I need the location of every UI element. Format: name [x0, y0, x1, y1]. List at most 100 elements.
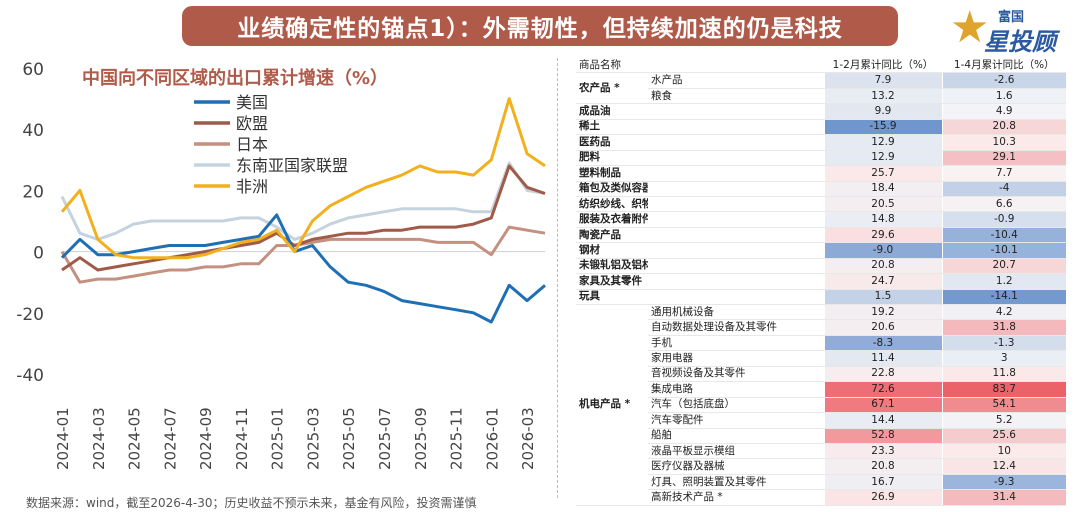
value-jan-feb: 9.9	[823, 103, 942, 120]
category-cell: 玩具	[576, 289, 648, 306]
value-jan-feb: 23.3	[823, 443, 942, 460]
table-row: 玩具 1.5 -14.1	[576, 289, 1066, 306]
subcategory-cell: 集成电路	[648, 381, 824, 398]
divider	[557, 58, 558, 498]
value-jan-apr: 1.6	[941, 88, 1066, 105]
value-jan-apr: 7.7	[941, 165, 1066, 182]
table-row: 医疗仪器及器械 20.8 12.4	[576, 458, 1066, 475]
category-cell: 箱包及类似容器	[576, 181, 648, 197]
table-row: 纺织纱线、织物及其制品 20.56.6	[576, 196, 1066, 213]
subcategory-cell: 船舶	[648, 428, 824, 444]
value-jan-feb: 20.6	[823, 319, 942, 336]
x-tick-label: 2024-09	[197, 407, 215, 470]
table-row: 灯具、照明装置及其零件 16.7 -9.3	[576, 474, 1066, 491]
value-jan-apr: 12.4	[941, 458, 1066, 475]
category-cell: 家具及其零件	[576, 273, 648, 290]
y-tick-label: -40	[16, 366, 44, 386]
value-jan-feb: 12.9	[823, 134, 942, 151]
page-title: 业绩确定性的锚点1）：外需韧性，但持续加速的仍是科技	[182, 6, 898, 46]
subcategory-cell: 汽车零配件	[648, 412, 824, 429]
value-jan-feb: 20.5	[823, 196, 942, 213]
series-line-5	[60, 97, 546, 260]
value-jan-apr: 6.6	[941, 196, 1066, 213]
series-lines	[60, 97, 546, 324]
category-cell: 成品油	[576, 103, 648, 120]
value-jan-feb: 13.2	[823, 88, 942, 105]
value-jan-apr: -0.9	[941, 211, 1066, 228]
value-jan-feb: 22.8	[823, 366, 942, 383]
subcategory-cell	[648, 181, 824, 197]
value-jan-apr: 10.3	[941, 134, 1066, 151]
legend-label: 美国	[236, 93, 268, 112]
y-tick-label: 40	[22, 121, 44, 141]
value-jan-feb: 20.8	[823, 458, 942, 475]
y-tick-label: 60	[22, 60, 44, 80]
table-row: 塑料制品 25.7 7.7	[576, 165, 1066, 182]
table-row: 船舶 52.8 25.6	[576, 428, 1066, 444]
category-cell: 机电产品 *	[576, 304, 648, 506]
table-row: 集成电路 72.6 83.7	[576, 381, 1066, 398]
value-jan-feb: 20.8	[823, 258, 942, 275]
x-tick-label: 2025-09	[412, 407, 430, 470]
table-row: 家具及其零件 24.7 1.2	[576, 273, 1066, 290]
value-jan-apr: -10.1	[941, 242, 1066, 259]
value-jan-apr: 83.7	[941, 381, 1066, 398]
value-jan-feb: 7.9	[823, 72, 942, 89]
subcategory-cell	[648, 134, 824, 151]
subcategory-cell	[648, 258, 824, 275]
x-tick-label: 2026-01	[483, 407, 501, 470]
series-line-2	[61, 164, 546, 272]
logo-brand-text: 星投顾	[984, 28, 1056, 56]
chart-title: 中国向不同区域的出口累计增速（%）	[82, 68, 389, 89]
value-jan-apr: 20.8	[941, 119, 1066, 136]
value-jan-feb: -9.0	[823, 242, 942, 259]
value-jan-apr: -1.3	[941, 335, 1066, 352]
subcategory-cell: 水产品	[648, 72, 824, 89]
subcategory-cell	[648, 273, 824, 290]
subcategory-cell: 医疗仪器及器械	[648, 458, 824, 475]
table-row: 汽车零配件 14.4 5.2	[576, 412, 1066, 429]
x-tick-label: 2026-03	[519, 407, 537, 470]
legend-label: 非洲	[236, 177, 268, 196]
value-jan-apr: 3	[941, 350, 1066, 367]
table-row: 汽车（包括底盘） 67.1 54.1	[576, 397, 1066, 414]
star-icon: ★	[950, 2, 990, 53]
table-row: 粮食 13.2 1.6	[576, 88, 1066, 105]
value-jan-feb: -15.9	[823, 119, 942, 136]
header-product: 商品名称	[576, 58, 648, 74]
subcategory-cell: 自动数据处理设备及其零件	[648, 319, 824, 336]
table-row: 手机 -8.3 -1.3	[576, 335, 1066, 352]
table-row: 服装及衣着附件 14.8 -0.9	[576, 211, 1066, 228]
value-jan-apr: 4.9	[941, 103, 1066, 120]
value-jan-apr: -10.4	[941, 227, 1066, 244]
subcategory-cell	[648, 242, 824, 259]
value-jan-feb: 11.4	[823, 350, 942, 367]
subcategory-cell: 高新技术产品 *	[648, 489, 824, 506]
subcategory-cell	[648, 103, 824, 120]
value-jan-feb: 72.6	[823, 381, 942, 398]
header-jan-apr: 1-4月累计同比（%）	[941, 58, 1066, 74]
value-jan-feb: 1.5	[823, 289, 942, 306]
subcategory-cell: 液晶平板显示模组	[648, 443, 824, 460]
value-jan-apr: 31.8	[941, 319, 1066, 336]
subcategory-cell: 汽车（包括底盘）	[648, 397, 824, 414]
category-cell: 医药品	[576, 134, 648, 151]
y-tick-label: -20	[16, 305, 44, 325]
table-row: 机电产品 * 通用机械设备 19.2 4.2	[576, 304, 1066, 506]
value-jan-apr: 5.2	[941, 412, 1066, 429]
brand-logo: ★ 富国 星投顾	[950, 2, 1070, 57]
table-row: 稀土 -15.9 20.8	[576, 119, 1066, 136]
table-row: 农产品 * 水产品 7.9 -2.6	[576, 72, 1066, 105]
category-cell: 稀土	[576, 119, 648, 136]
subcategory-cell	[648, 227, 824, 244]
category-cell: 钢材	[576, 242, 648, 259]
value-jan-apr: 11.8	[941, 366, 1066, 383]
value-jan-feb: 25.7	[823, 165, 942, 182]
value-jan-apr: -9.3	[941, 474, 1066, 491]
category-cell: 农产品 *	[576, 72, 648, 105]
y-axis: -40 -20 0 20 40 60	[16, 60, 545, 386]
category-cell: 肥料	[576, 150, 648, 167]
table-row: 陶瓷产品 29.6 -10.4	[576, 227, 1066, 244]
